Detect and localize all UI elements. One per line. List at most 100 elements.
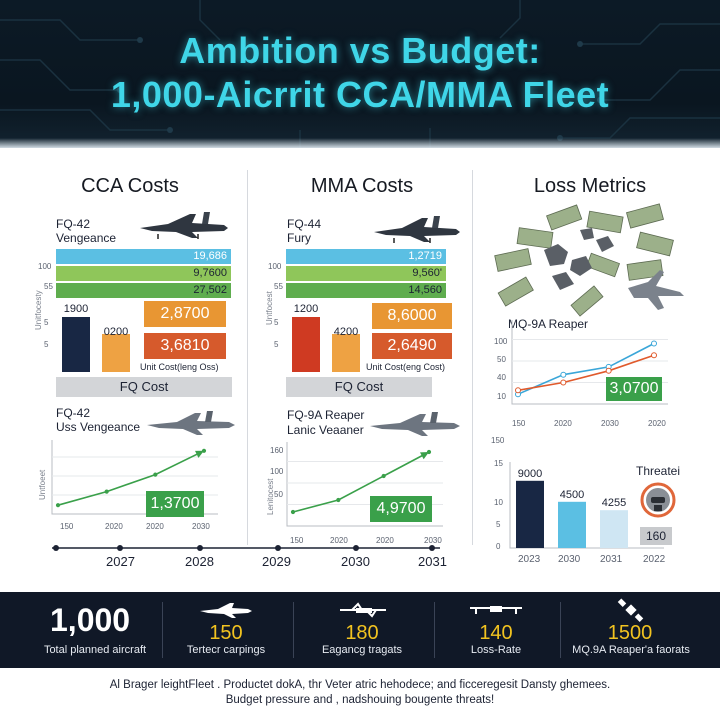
threat-icon [640, 482, 676, 518]
page-title-line2: 1,000-Aicrrit CCA/MMA Fleet [110, 74, 610, 115]
mma-y-tick: 5 [274, 340, 279, 349]
mma-trend-box: 4,9700 [370, 496, 432, 522]
loss-line-x-tick: 2030 [601, 419, 619, 428]
drone-icon [340, 602, 386, 618]
cca-trend-x-tick: 2020 [105, 522, 123, 531]
mma-trend-series-line [292, 451, 430, 513]
mma-trend-subname: Lanic Veaaner [287, 423, 364, 437]
cca-trend-x-tick: 150 [60, 522, 74, 531]
timeline-year: 2028 [185, 554, 214, 569]
loss-bar-x-tick: 2031 [600, 554, 623, 565]
mma-cost-bar-label: 14,560 [408, 284, 442, 296]
cca-unit-bar-label: 0200 [103, 325, 129, 338]
mma-unit-bar-label: 1200 [293, 303, 319, 316]
cca-cost-bar-label: 9,7600 [193, 267, 227, 279]
timeline-year: 2029 [262, 554, 291, 569]
fighter-jet-icon [140, 212, 228, 239]
mma-trend-x-tick: 2020 [330, 536, 348, 545]
footer-note: Al Brager leightFleet . Productet dokA, … [0, 678, 720, 708]
loss-section-title: Loss Metrics [533, 175, 647, 197]
cca-bar-caption: FQ Cost [56, 377, 232, 397]
footer-line2: Budget pressure and , nadshouing bougent… [225, 694, 495, 706]
cca-unit-bar [62, 317, 90, 372]
cca-y-tick: 5 [44, 340, 49, 349]
cca-cost-bar [56, 249, 231, 264]
loss-line-point [560, 379, 567, 386]
mma-y-tick: 5 [274, 318, 279, 327]
mma-trend-y-axis-name: Lenitocest [266, 478, 275, 515]
mma-unit-cost-caption: Unit Cost(eng Cost) [366, 362, 446, 372]
stat-label: MQ.9A Reaper'a faorats [572, 644, 690, 656]
panel-divider [472, 170, 473, 545]
cca-trend-point [153, 472, 158, 477]
cca-y-tick: 100 [38, 262, 52, 271]
loss-bar-y-tick: 150 [491, 436, 505, 445]
total-aircraft-label: Total planned aircraft [43, 644, 147, 656]
cca-cost-bar-label: 19,686 [193, 250, 227, 262]
cca-unit-cost-caption: Unit Cost(leng Oss) [140, 362, 219, 372]
mma-trend-arrowhead [420, 452, 429, 460]
loss-line-series-line [517, 354, 655, 392]
mma-section-title: MMA Costs [310, 175, 414, 197]
loss-bar-x-tick: 2030 [558, 554, 581, 565]
cca-cost-box-top: 2,8700 [144, 301, 226, 327]
loss-bar-label: 4500 [560, 489, 584, 501]
timeline-year: 2027 [106, 554, 135, 569]
mma-cost-bar [286, 249, 446, 264]
stat-label: Tertecr carpings [186, 644, 266, 656]
cca-trend-series-line [57, 450, 205, 506]
mma-trend-y-tick: 160 [270, 446, 284, 455]
loss-bar-y-tick: 10 [494, 498, 503, 507]
stat-value: 150 [209, 622, 243, 644]
loss-bar [558, 501, 586, 548]
cca-cost-bar-label: 27,502 [193, 284, 227, 296]
loss-bar-x-tick: 2023 [518, 554, 541, 565]
loss-line-point [605, 367, 612, 374]
mma-unit-bar [332, 333, 360, 372]
timeline-axis [52, 545, 440, 551]
loss-reaper-label: MQ-9A Reaper [508, 317, 589, 331]
loss-line-point [651, 340, 657, 347]
stat-value: 140 [479, 622, 513, 644]
cca-y-axis-name: Unitfocesty [34, 290, 43, 330]
header-divider [0, 138, 720, 148]
cca-trend-x-tick: 2020 [146, 522, 164, 531]
mma-cost-box-top: 8,6000 [372, 303, 452, 329]
loss-line-axis [511, 320, 668, 405]
loss-bar-y-tick: 0 [496, 542, 501, 551]
mma-y-axis-name: Untfocest [265, 291, 274, 325]
stat-value: 1500 [607, 622, 653, 644]
jet-icon [147, 411, 235, 435]
mma-y-tick: 55 [274, 282, 283, 291]
cca-aircraft-subname: Vengeance [56, 231, 117, 245]
cca-trend-name: FQ-42 [56, 406, 91, 420]
mma-trend-point [290, 509, 296, 515]
loss-bar [600, 510, 628, 548]
timeline-year: 2030 [341, 554, 370, 569]
cca-y-tick: 55 [44, 282, 53, 291]
panel-divider [247, 170, 248, 545]
mma-cost-bar-label: 9,560' [412, 267, 442, 279]
mma-trend-name: FQ-9A Reaper [287, 408, 365, 422]
cca-unit-bar [102, 333, 130, 372]
loss-line-x-tick: 2020 [648, 419, 666, 428]
footer-line1: Al Brager leightFleet . Productet dokA, … [109, 679, 611, 691]
mma-trend-point [381, 473, 386, 479]
cca-unit-bar-label: 1900 [63, 303, 89, 316]
cca-trend-x-tick: 2030 [192, 522, 210, 531]
cca-trend-y-axis-name: Untfoeet [38, 469, 47, 500]
loss-line-series-line [517, 342, 655, 395]
loss-line-point [515, 387, 521, 394]
cca-trend-point [104, 489, 109, 494]
mma-trend-x-tick: 150 [290, 536, 304, 545]
mma-trend-axis [286, 442, 443, 527]
cca-cost-bar [56, 283, 231, 298]
loss-line-point [560, 371, 567, 378]
header-banner: Ambition vs Budget: 1,000-Aicrrit CCA/MM… [0, 0, 720, 148]
loss-line-y-tick: 10 [497, 392, 506, 401]
stat-label: Eagancg tragats [321, 644, 403, 656]
cca-cost-bar [56, 266, 231, 281]
threat-label: Threatei [636, 464, 681, 478]
loss-bar-y-tick: 5 [496, 520, 501, 529]
cca-trend-subname: Uss Vengeance [56, 420, 141, 434]
